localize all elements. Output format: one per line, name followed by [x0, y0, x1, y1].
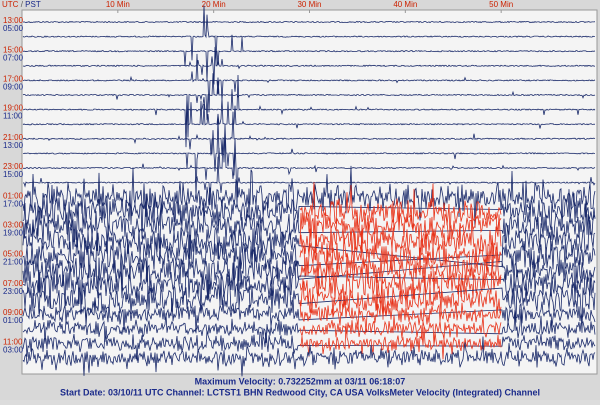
x-tick-label: 40 Min — [393, 0, 417, 9]
x-tick-label: 30 Min — [297, 0, 321, 9]
utc-label: 17:00 — [3, 75, 24, 84]
trace-highlight — [299, 182, 502, 240]
trace — [22, 34, 596, 82]
pst-label: 21:00 — [3, 258, 24, 267]
trace — [22, 5, 596, 64]
trace — [22, 111, 596, 156]
pst-label: 23:00 — [3, 287, 24, 296]
trace — [22, 336, 596, 377]
trace — [22, 73, 596, 138]
channel-info: Start Date: 03/10/11 UTC Channel: LCTST1… — [60, 387, 540, 397]
trace — [22, 74, 596, 148]
trace-highlight — [299, 242, 502, 296]
trace — [22, 250, 596, 314]
pst-label: 15:00 — [3, 170, 24, 179]
trace-highlight — [299, 259, 502, 315]
utc-label: 23:00 — [3, 162, 24, 171]
utc-label: 19:00 — [3, 104, 24, 113]
trace — [22, 267, 596, 333]
trace — [22, 117, 595, 199]
pst-label: 09:00 — [3, 83, 24, 92]
trace — [22, 165, 596, 231]
pst-label: 13:00 — [3, 141, 24, 150]
pst-label: PST — [25, 0, 41, 9]
utc-label: 05:00 — [3, 250, 24, 259]
trace-highlight — [299, 233, 502, 288]
trace — [22, 53, 596, 113]
trace-highlight — [299, 200, 502, 261]
separator: / — [21, 0, 24, 9]
trace-highlight — [299, 295, 502, 333]
plot-area — [21, 9, 598, 375]
utc-label: 21:00 — [3, 133, 24, 142]
header: UTC / PST — [2, 0, 41, 9]
trace — [22, 46, 596, 85]
utc-label: 11:00 — [3, 337, 23, 346]
trace-highlight — [299, 314, 502, 346]
trace — [22, 132, 596, 207]
pst-label: 05:00 — [3, 24, 24, 33]
x-tick-label: 10 Min — [106, 0, 130, 9]
utc-label: 01:00 — [3, 191, 24, 200]
x-tick-label: 20 Min — [202, 0, 226, 9]
utc-label: 03:00 — [3, 221, 24, 230]
trace — [22, 96, 596, 129]
trace — [22, 330, 596, 361]
trace — [22, 296, 596, 334]
utc-label: 07:00 — [3, 279, 24, 288]
pst-label: 11:00 — [3, 112, 23, 121]
utc-label: 13:00 — [3, 16, 24, 25]
utc-label: UTC — [2, 0, 19, 9]
max-velocity: Maximum Velocity: 0.732252mm at 03/11 06… — [195, 376, 406, 386]
trace-highlight — [299, 209, 502, 276]
utc-label: 15:00 — [3, 45, 24, 54]
x-tick-label: 50 Min — [489, 0, 513, 9]
trace-highlight — [299, 273, 502, 320]
trace-highlight — [299, 323, 502, 360]
pst-label: 03:00 — [3, 345, 24, 354]
pst-label: 01:00 — [3, 316, 24, 325]
utc-label: 09:00 — [3, 308, 24, 317]
trace — [22, 156, 596, 206]
pst-label: 19:00 — [3, 229, 24, 238]
trace — [22, 184, 596, 241]
pst-label: 17:00 — [3, 199, 24, 208]
trace — [22, 20, 596, 24]
trace — [22, 193, 596, 260]
pst-label: 07:00 — [3, 53, 24, 62]
